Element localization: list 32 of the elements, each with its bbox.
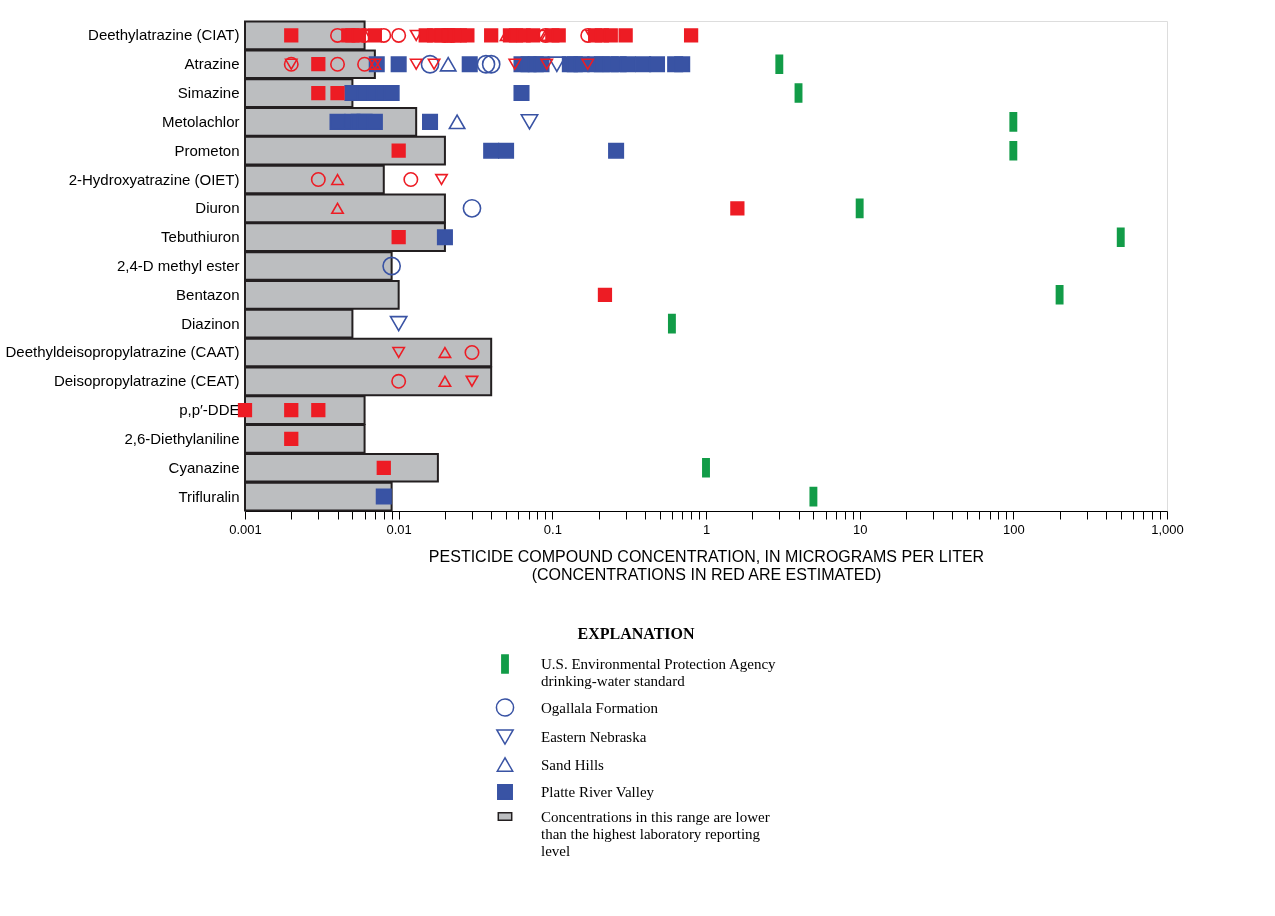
legend-title: EXPLANATION: [577, 625, 695, 642]
y-tick-label: Tebuthiuron: [161, 228, 240, 246]
y-tick-label: Trifluralin: [178, 487, 240, 505]
x-tick-label: 1: [702, 521, 711, 537]
y-tick-label: Diuron: [195, 199, 240, 217]
y-tick-label: Atrazine: [184, 55, 240, 73]
y-tick-label: p,p′-DDE: [179, 401, 240, 419]
legend-label: U.S. Environmental Protection Agency drinking-water standard: [541, 656, 777, 689]
y-tick-label: Metolachlor: [161, 112, 240, 130]
legend-label: Ogallala Formation: [541, 699, 659, 716]
y-tick-label: Simazine: [177, 84, 240, 102]
y-tick-label: Prometon: [174, 141, 240, 159]
x-tick-label: 100: [1002, 521, 1025, 537]
y-tick-label: Diazinon: [181, 314, 240, 332]
legend-label: Platte River Valley: [541, 784, 655, 800]
y-tick-label: 2-Hydroxyatrazine (OIET): [68, 170, 240, 188]
legend-label: Concentrations in this range are lower than the highest laboratory reporting level: [541, 808, 770, 859]
x-tick-label: 0.01: [386, 521, 412, 537]
legend-label: Sand Hills: [541, 756, 605, 773]
y-tick-label: Deethyldeisopropylatrazine (CAAT): [5, 343, 240, 361]
y-tick-label: Cyanazine: [168, 458, 240, 476]
y-tick-label: Deisopropylatrazine (CEAT): [53, 372, 240, 390]
x-tick-label: 10: [852, 521, 868, 537]
x-axis-title: PESTICIDE COMPOUND CONCENTRATION, IN MICROGRAMS PER LITER (CONCENTRATIONS IN RED ARE ESTIMATED): [428, 547, 985, 583]
x-tick-label: 0.1: [543, 521, 562, 537]
y-tick-label: 2,4-D methyl ester: [116, 257, 240, 274]
legend-label: Eastern Nebraska: [541, 729, 647, 745]
y-tick-label: Bentazon: [176, 285, 240, 303]
y-tick-label: 2,6-Diethylaniline: [124, 429, 240, 447]
y-tick-label: Deethylatrazine (CIAT): [88, 26, 240, 44]
x-tick-label: 0.001: [229, 521, 262, 537]
x-tick-label: 1,000: [1151, 521, 1184, 537]
